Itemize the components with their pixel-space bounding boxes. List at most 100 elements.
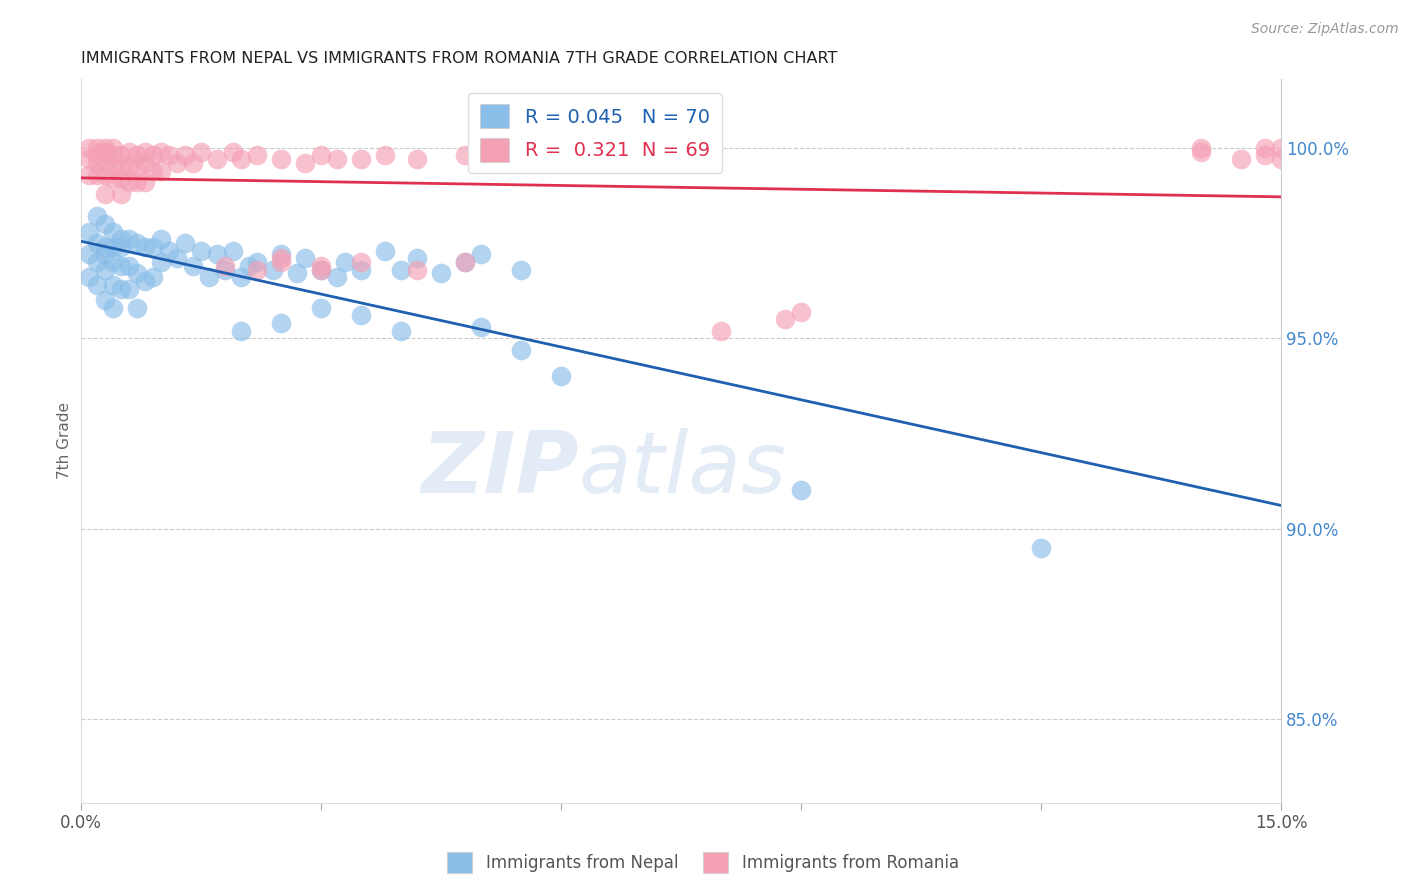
Point	[149, 145, 172, 159]
Point	[325, 270, 347, 285]
Point	[181, 259, 204, 273]
Point	[790, 483, 813, 498]
Point	[101, 225, 124, 239]
Point	[470, 247, 492, 261]
Point	[157, 148, 180, 162]
Point	[101, 160, 124, 174]
Point	[77, 270, 100, 285]
Point	[149, 163, 172, 178]
Point	[125, 175, 148, 189]
Point	[110, 171, 132, 186]
Point	[93, 168, 115, 182]
Point	[229, 324, 252, 338]
Point	[93, 240, 115, 254]
Point	[77, 247, 100, 261]
Point	[1189, 145, 1212, 159]
Point	[221, 145, 243, 159]
Point	[125, 160, 148, 174]
Point	[117, 160, 139, 174]
Point	[117, 232, 139, 246]
Point	[349, 262, 371, 277]
Point	[429, 267, 451, 281]
Point	[374, 148, 396, 162]
Point	[125, 148, 148, 162]
Point	[101, 171, 124, 186]
Point	[205, 247, 228, 261]
Text: Source: ZipAtlas.com: Source: ZipAtlas.com	[1251, 22, 1399, 37]
Y-axis label: 7th Grade: 7th Grade	[58, 402, 72, 480]
Point	[190, 145, 212, 159]
Text: atlas: atlas	[579, 428, 787, 511]
Point	[110, 232, 132, 246]
Point	[101, 141, 124, 155]
Point	[205, 153, 228, 167]
Point	[141, 270, 163, 285]
Point	[110, 186, 132, 201]
Point	[270, 316, 292, 330]
Point	[389, 324, 412, 338]
Point	[270, 153, 292, 167]
Point	[134, 156, 156, 170]
Point	[134, 175, 156, 189]
Point	[221, 244, 243, 258]
Legend: Immigrants from Nepal, Immigrants from Romania: Immigrants from Nepal, Immigrants from R…	[440, 846, 966, 880]
Point	[134, 145, 156, 159]
Point	[453, 255, 475, 269]
Point	[77, 153, 100, 167]
Point	[93, 156, 115, 170]
Point	[229, 270, 252, 285]
Point	[101, 255, 124, 269]
Point	[190, 244, 212, 258]
Point	[1270, 153, 1292, 167]
Point	[93, 145, 115, 159]
Point	[86, 210, 108, 224]
Point	[157, 244, 180, 258]
Point	[710, 324, 733, 338]
Point	[117, 259, 139, 273]
Point	[309, 262, 332, 277]
Point	[1270, 141, 1292, 155]
Point	[349, 153, 371, 167]
Point	[110, 148, 132, 162]
Point	[117, 145, 139, 159]
Point	[86, 168, 108, 182]
Point	[141, 163, 163, 178]
Point	[93, 293, 115, 307]
Point	[294, 252, 316, 266]
Point	[101, 148, 124, 162]
Point	[197, 270, 219, 285]
Point	[550, 369, 572, 384]
Point	[270, 252, 292, 266]
Point	[405, 262, 427, 277]
Point	[245, 255, 267, 269]
Point	[173, 148, 195, 162]
Point	[349, 255, 371, 269]
Point	[1189, 141, 1212, 155]
Point	[453, 255, 475, 269]
Point	[245, 262, 267, 277]
Point	[309, 262, 332, 277]
Point	[110, 259, 132, 273]
Point	[790, 304, 813, 318]
Point	[93, 141, 115, 155]
Point	[134, 240, 156, 254]
Point	[389, 262, 412, 277]
Point	[374, 244, 396, 258]
Point	[214, 259, 236, 273]
Point	[270, 247, 292, 261]
Point	[181, 156, 204, 170]
Point	[86, 277, 108, 292]
Point	[101, 301, 124, 315]
Point	[117, 282, 139, 296]
Point	[93, 186, 115, 201]
Point	[110, 240, 132, 254]
Point	[214, 262, 236, 277]
Point	[229, 153, 252, 167]
Point	[285, 267, 308, 281]
Point	[134, 274, 156, 288]
Point	[93, 247, 115, 261]
Point	[773, 312, 796, 326]
Point	[149, 232, 172, 246]
Point	[77, 141, 100, 155]
Legend: R = 0.045   N = 70, R =  0.321  N = 69: R = 0.045 N = 70, R = 0.321 N = 69	[468, 93, 721, 173]
